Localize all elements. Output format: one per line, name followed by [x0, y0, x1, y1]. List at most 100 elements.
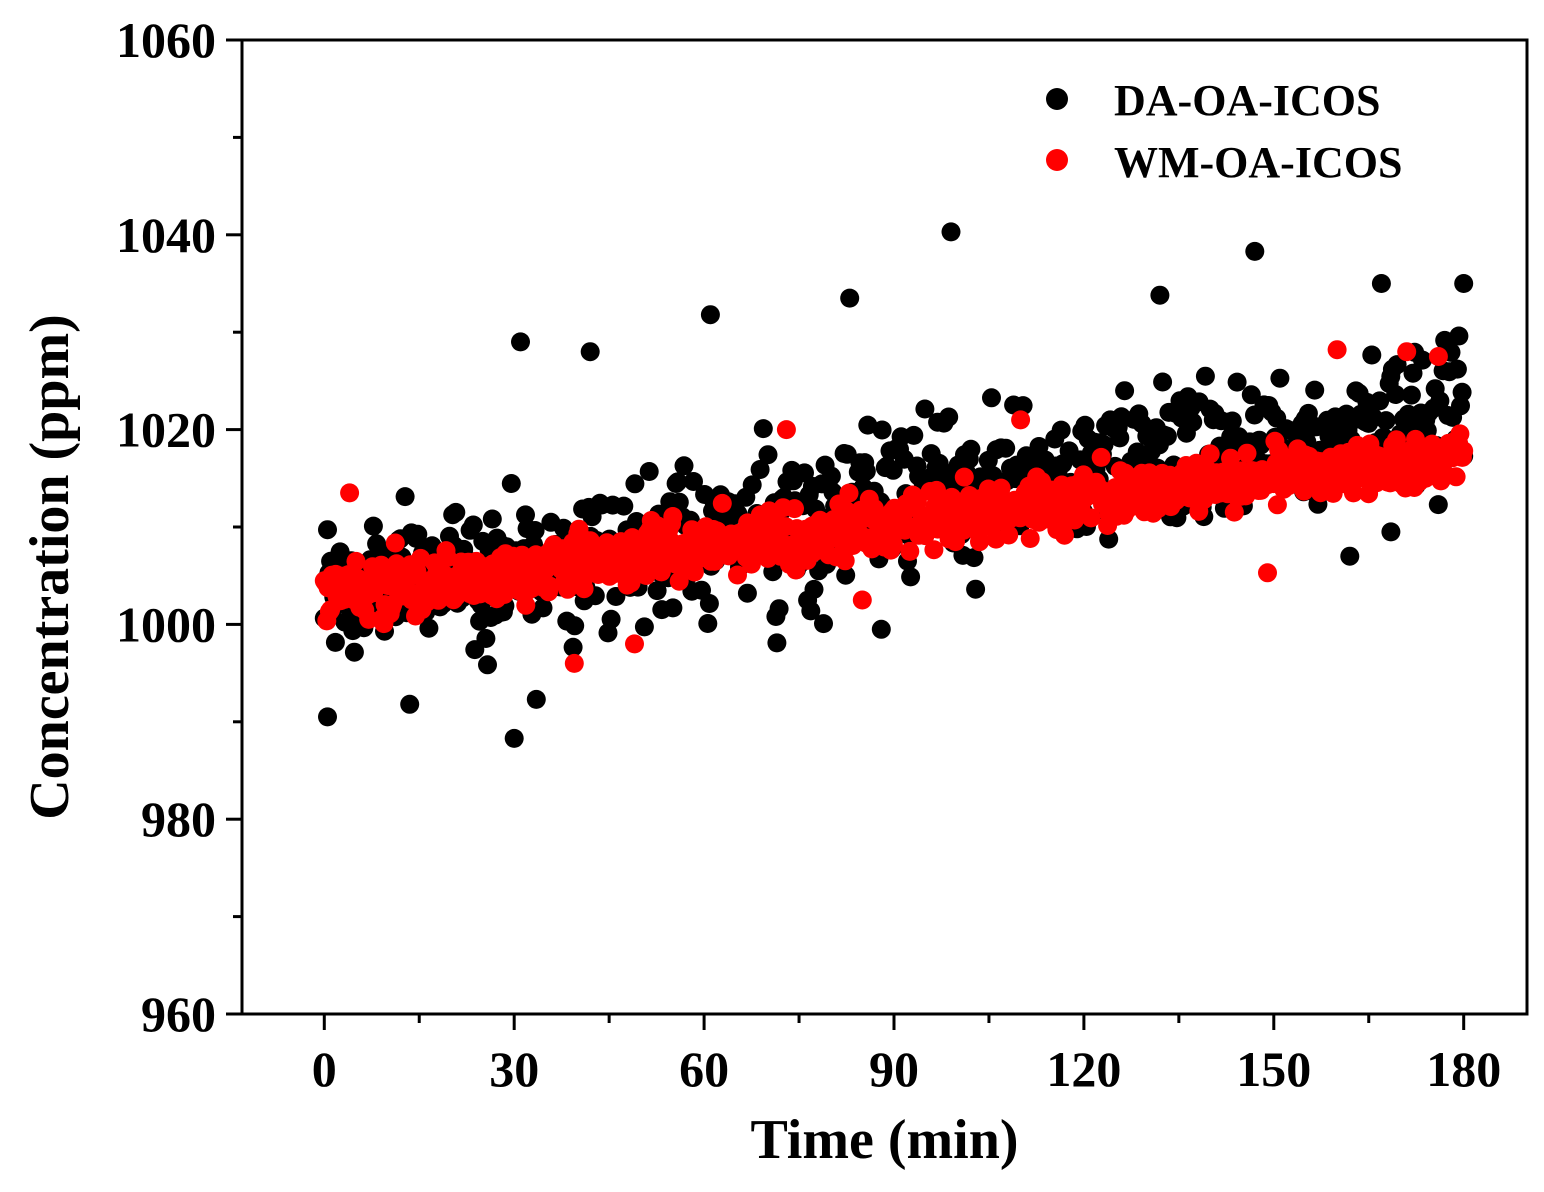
data-point [1428, 347, 1448, 366]
data-point [785, 499, 804, 519]
data-point [1115, 381, 1135, 401]
data-point [346, 551, 366, 571]
data-point [954, 467, 974, 487]
data-point [904, 425, 924, 445]
x-tick-label: 30 [489, 1041, 539, 1097]
data-point [400, 694, 420, 714]
data-point [563, 637, 583, 657]
data-point [1267, 495, 1287, 515]
data-point [1222, 411, 1242, 431]
data-point [753, 419, 773, 439]
data-point [1371, 274, 1391, 293]
y-tick-label: 1040 [116, 207, 216, 263]
data-point [344, 642, 364, 662]
data-point [1153, 372, 1173, 392]
data-point [769, 599, 789, 619]
data-point [1157, 426, 1177, 446]
data-point [901, 567, 921, 587]
data-point [915, 399, 935, 419]
data-point [1099, 529, 1119, 549]
y-tick-label: 960 [141, 986, 216, 1042]
data-point [712, 493, 732, 513]
data-point [647, 581, 667, 601]
data-point [340, 483, 360, 503]
data-point [700, 305, 720, 325]
data-point [924, 540, 944, 560]
data-points [314, 222, 1474, 748]
data-point [614, 496, 634, 516]
data-point [395, 487, 415, 507]
data-point [856, 461, 876, 481]
data-point [639, 462, 659, 481]
data-point [526, 689, 546, 709]
data-point [1428, 495, 1448, 515]
legend-label-wm-oa-icos: WM-OA-ICOS [1114, 138, 1402, 187]
data-point [1305, 380, 1325, 400]
data-point [1237, 443, 1257, 463]
axis-ticks: 0 30 60 90 120 150 180 960 980 1000 1020 1040 1060 [116, 12, 1501, 1097]
data-point [1245, 241, 1265, 261]
data-point [999, 525, 1019, 545]
data-point [961, 439, 981, 459]
data-point [858, 415, 878, 435]
x-tick-label: 90 [869, 1041, 919, 1097]
x-tick-label: 150 [1236, 1041, 1311, 1097]
y-tick-label: 1000 [116, 596, 216, 652]
data-point [663, 598, 683, 618]
data-point [1221, 448, 1240, 468]
data-point [698, 614, 718, 633]
data-point [883, 534, 903, 554]
data-point [699, 594, 719, 613]
data-point [840, 288, 860, 308]
data-point [767, 633, 787, 653]
data-point [1241, 385, 1261, 405]
data-point [1183, 412, 1203, 432]
data-point [966, 579, 986, 599]
data-point [663, 507, 683, 526]
data-point [318, 707, 337, 727]
data-point [1055, 525, 1074, 545]
data-point [1454, 441, 1474, 461]
data-point [525, 521, 545, 540]
data-point [1397, 342, 1417, 362]
data-point [970, 532, 989, 552]
data-point [565, 616, 585, 636]
data-point [900, 541, 920, 561]
data-point [463, 515, 483, 535]
data-point [750, 460, 770, 479]
data-point [1454, 274, 1474, 293]
data-point [1447, 359, 1467, 379]
data-point [385, 533, 405, 553]
data-point [1340, 546, 1360, 566]
data-point [540, 576, 560, 596]
data-point [1011, 410, 1031, 430]
data-point [1381, 522, 1401, 542]
data-point [814, 614, 833, 634]
data-point [1200, 444, 1220, 464]
data-point [684, 472, 703, 491]
data-point [668, 472, 688, 492]
data-point [1081, 508, 1101, 528]
data-point [363, 516, 383, 536]
data-point [1020, 529, 1040, 548]
data-point [625, 634, 644, 654]
data-point [564, 653, 584, 673]
data-point [1401, 385, 1421, 405]
data-point [1430, 391, 1450, 411]
data-point [1446, 467, 1466, 487]
data-point [419, 618, 439, 638]
data-point [482, 509, 502, 529]
data-point [408, 566, 428, 586]
data-point [674, 456, 694, 476]
data-point [476, 629, 496, 648]
data-point [839, 483, 859, 503]
data-point [1370, 391, 1390, 411]
data-point [1343, 483, 1363, 503]
data-point [625, 474, 645, 494]
data-point [1051, 420, 1071, 440]
data-point [941, 222, 961, 242]
data-point [501, 474, 521, 493]
data-point [1403, 363, 1423, 383]
data-point [669, 492, 689, 512]
data-point [478, 655, 497, 675]
